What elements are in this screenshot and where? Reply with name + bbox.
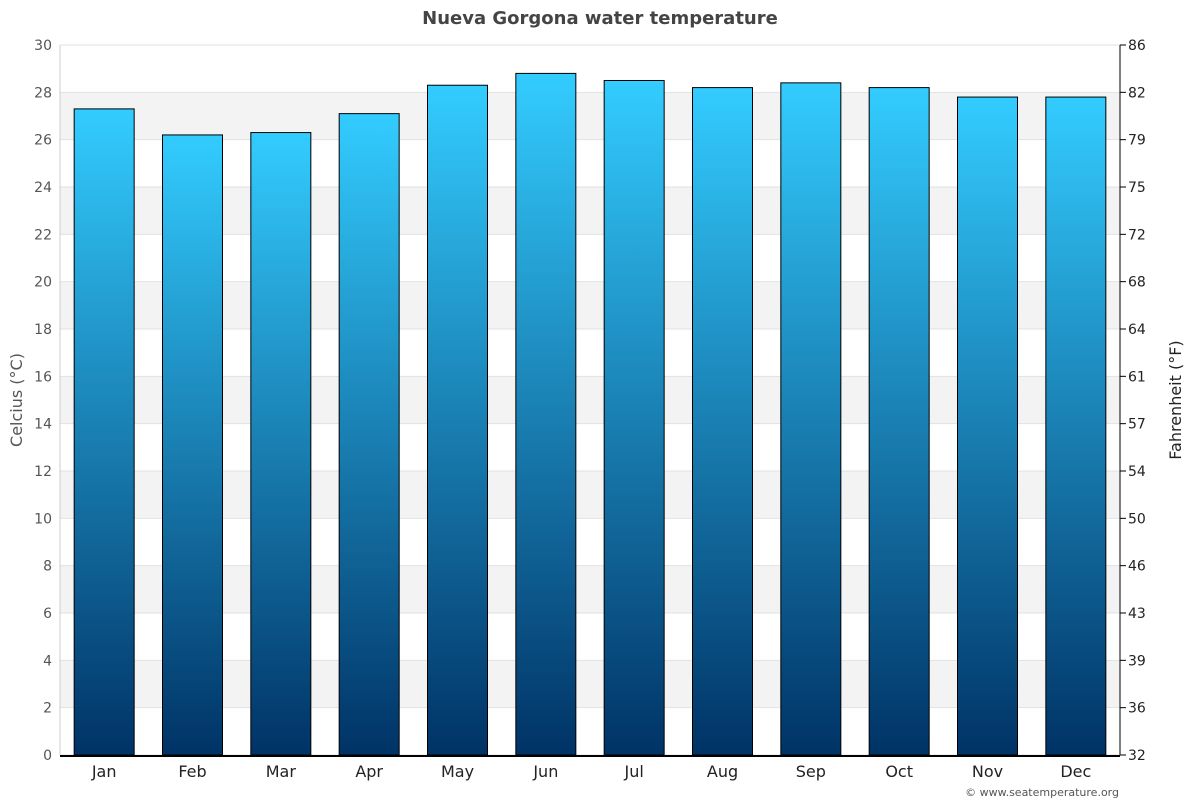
x-tick-label: Aug <box>707 762 738 781</box>
x-tick-label: Jan <box>91 762 117 781</box>
y-tick-label: 22 <box>34 227 52 243</box>
y-right-tick-label: 39 <box>1128 653 1146 669</box>
credit: © www.seatemperature.org <box>965 786 1119 799</box>
grid-band <box>60 565 1120 613</box>
bar-nov <box>957 96 1018 756</box>
y-right-tick-label: 57 <box>1128 417 1146 433</box>
y-axis-label: Celcius (°C) <box>7 353 26 447</box>
bar-dec <box>1045 96 1107 756</box>
y-right-tick-label: 75 <box>1128 180 1146 196</box>
x-tick-label: Dec <box>1060 762 1091 781</box>
y-tick-label: 26 <box>34 133 52 149</box>
y-tick-label: 8 <box>43 559 52 575</box>
grid-band <box>60 376 1120 424</box>
y-tick-label: 20 <box>34 275 52 291</box>
x-tick-label: Sep <box>796 762 826 781</box>
bar-may <box>427 84 488 756</box>
y-right-tick-label: 68 <box>1128 275 1146 291</box>
y-tick-label: 2 <box>43 701 52 717</box>
bar-jul <box>603 80 665 756</box>
x-tick-label: Oct <box>885 762 913 781</box>
y-tick-label: 4 <box>43 653 52 669</box>
x-tick-label: Feb <box>178 762 206 781</box>
y-tick-label: 14 <box>34 417 52 433</box>
x-tick-label: Jun <box>532 762 558 781</box>
x-tick-label: Mar <box>266 762 297 781</box>
x-tick-label: Jul <box>624 762 644 781</box>
bar-jan <box>73 108 135 756</box>
y-tick-label: 10 <box>34 511 52 527</box>
bar-sep <box>780 82 842 756</box>
grid-band <box>60 471 1120 519</box>
grid-band <box>60 92 1120 140</box>
y-right-tick-label: 79 <box>1128 133 1146 149</box>
bar-oct <box>868 87 930 756</box>
y-tick-label: 6 <box>43 606 52 622</box>
y-right-tick-label: 32 <box>1128 748 1146 764</box>
y-right-tick-label: 46 <box>1128 559 1146 575</box>
chart-title: Nueva Gorgona water temperature <box>422 8 778 29</box>
y-tick-label: 16 <box>34 369 52 385</box>
y-tick-label: 30 <box>34 38 52 54</box>
y-right-tick-label: 43 <box>1128 606 1146 622</box>
bar-feb <box>162 134 223 756</box>
x-tick-label: Apr <box>355 762 383 781</box>
y-axis-right-label: Fahrenheit (°F) <box>1166 340 1185 459</box>
y-right-tick-label: 82 <box>1128 85 1146 101</box>
y-right-tick-label: 86 <box>1128 38 1146 54</box>
grid-band <box>60 660 1120 708</box>
bar-apr <box>338 113 400 756</box>
y-right-tick-label: 50 <box>1128 511 1146 527</box>
y-tick-label: 24 <box>34 180 52 196</box>
y-tick-label: 28 <box>34 85 52 101</box>
x-tick-label: Nov <box>972 762 1003 781</box>
grid-band <box>60 281 1120 329</box>
bar-mar <box>250 132 312 756</box>
y-tick-label: 18 <box>34 322 52 338</box>
y-tick-label: 0 <box>43 748 52 764</box>
grid-band <box>60 187 1120 235</box>
x-tick-label: May <box>441 762 474 781</box>
bar-aug <box>692 87 753 756</box>
y-right-tick-label: 64 <box>1128 322 1146 338</box>
y-right-tick-label: 61 <box>1128 369 1146 385</box>
y-right-tick-label: 72 <box>1128 227 1146 243</box>
y-tick-label: 12 <box>34 464 52 480</box>
y-right-tick-label: 54 <box>1128 464 1146 480</box>
bar-jun <box>515 72 577 756</box>
y-right-tick-label: 36 <box>1128 701 1146 717</box>
